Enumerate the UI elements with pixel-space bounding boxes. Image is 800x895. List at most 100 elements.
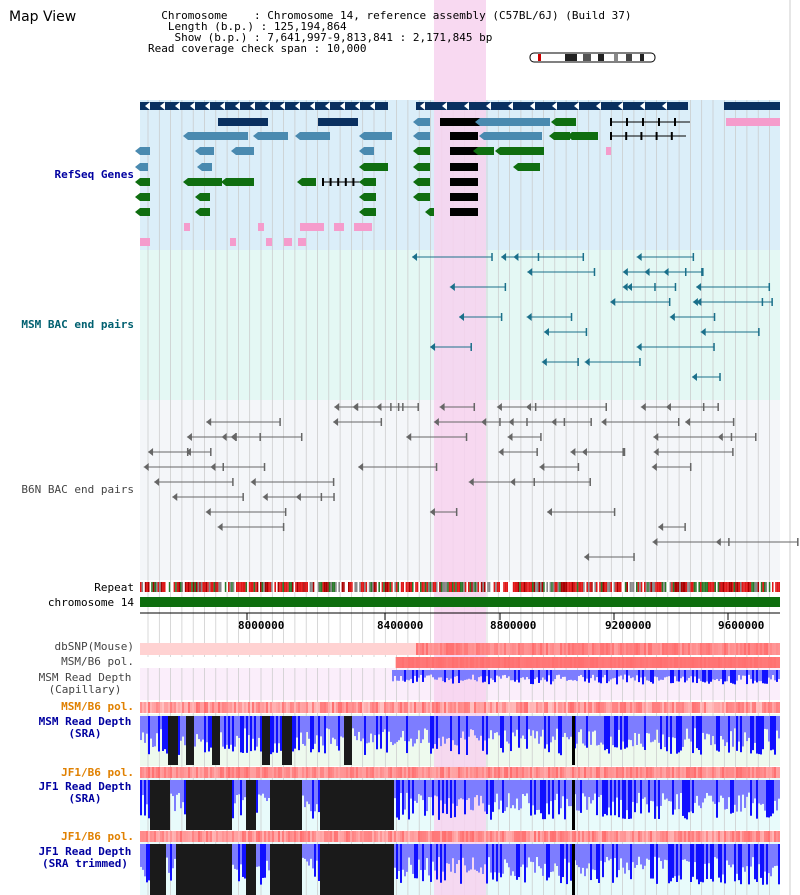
read-depth-bar [622, 716, 624, 742]
read-depth-bar [726, 716, 728, 743]
track-label-msm-pol-1[interactable]: MSM/B6 pol. [61, 655, 134, 668]
read-depth-bar [480, 844, 482, 868]
repeat-mark [391, 582, 393, 592]
read-depth-bar [232, 716, 234, 752]
repeat-mark [175, 582, 177, 592]
polymorphism-mark [326, 643, 328, 655]
read-depth-bar [502, 844, 504, 874]
repeat-mark [338, 582, 340, 592]
read-depth-bar [232, 780, 234, 819]
polymorphism-mark [424, 643, 426, 655]
polymorphism-mark [246, 702, 248, 713]
polymorphism-mark [572, 831, 574, 842]
polymorphism-mark [562, 767, 564, 778]
polymorphism-mark [482, 657, 484, 668]
read-depth-bar [498, 844, 500, 873]
polymorphism-mark [640, 767, 642, 778]
read-depth-bar [390, 844, 392, 895]
polymorphism-mark [506, 643, 508, 655]
read-depth-bar [452, 670, 454, 684]
read-depth-bar [428, 844, 430, 876]
polymorphism-mark [650, 657, 652, 668]
repeat-mark [341, 582, 344, 592]
polymorphism-mark [746, 767, 748, 778]
read-depth-bar [540, 844, 542, 869]
polymorphism-mark [596, 767, 598, 778]
repeat-mark [732, 582, 734, 592]
chromosome-ideogram [529, 52, 656, 63]
read-depth-bar [516, 780, 518, 799]
read-depth-bar [220, 844, 222, 895]
repeat-mark [506, 582, 508, 592]
read-depth-bar [384, 844, 386, 895]
repeat-mark [488, 582, 491, 592]
read-depth-bar [176, 780, 178, 795]
repeat-mark [594, 582, 596, 592]
read-depth-bar [154, 716, 156, 747]
repeat-mark [698, 582, 700, 592]
polymorphism-mark [654, 643, 656, 655]
read-depth-bar [350, 780, 352, 830]
repeat-mark [242, 582, 244, 592]
read-depth-bar [490, 670, 492, 679]
read-depth-bar [466, 780, 468, 800]
track-label-msm-depth-sra[interactable]: MSM Read Depth (SRA) [38, 715, 132, 740]
polymorphism-mark [512, 831, 514, 842]
polymorphism-mark [598, 643, 600, 655]
read-depth-bar [300, 716, 302, 733]
read-depth-bar [608, 780, 610, 808]
polymorphism-mark [660, 767, 662, 778]
read-depth-bar [372, 716, 374, 743]
polymorphism-mark [658, 767, 660, 778]
refseq-gene [334, 223, 344, 231]
bac-end [501, 253, 507, 261]
polymorphism-mark [310, 702, 312, 713]
repeat-mark [714, 582, 716, 592]
polymorphism-mark [460, 702, 462, 713]
read-depth-bar [206, 716, 208, 743]
read-depth-bar [142, 844, 144, 870]
read-depth-bar [550, 670, 552, 685]
polymorphism-mark [462, 657, 464, 668]
bac-end [250, 478, 256, 486]
repeat-mark [700, 582, 702, 592]
bac-end [622, 283, 628, 291]
polymorphism-mark [240, 643, 242, 655]
track-label-repeat[interactable]: Repeat [94, 581, 134, 594]
polymorphism-mark [352, 643, 354, 655]
strand-arrow [135, 193, 140, 201]
track-label-jf1-pol-1[interactable]: JF1/B6 pol. [61, 766, 134, 779]
repeat-mark [613, 582, 616, 592]
repeat-mark [186, 582, 188, 592]
track-label-chromosome[interactable]: chromosome 14 [47, 596, 134, 609]
track-label-jf1-pol-2[interactable]: JF1/B6 pol. [61, 830, 134, 843]
track-label-msm-depth-capillary[interactable]: MSM Read Depth (Capillary) [38, 671, 132, 696]
polymorphism-mark [370, 767, 372, 778]
read-depth-bar [760, 844, 762, 878]
read-depth-bar [670, 844, 672, 882]
repeat-mark [687, 582, 689, 592]
polymorphism-mark [448, 831, 450, 842]
read-depth-bar [250, 780, 252, 830]
track-label-msm-pol-2[interactable]: MSM/B6 pol. [61, 700, 134, 713]
track-label-jf1-depth-sra[interactable]: JF1 Read Depth (SRA) [38, 780, 132, 805]
track-label-jf1-depth-trimmed[interactable]: JF1 Read Depth (SRA trimmed) [38, 845, 132, 870]
read-depth-bar [468, 780, 470, 799]
polymorphism-mark [764, 657, 766, 668]
polymorphism-mark [142, 831, 144, 842]
repeat-mark [205, 582, 208, 592]
bac-end [678, 418, 680, 426]
polymorphism-mark [606, 702, 608, 713]
read-depth-bar [470, 844, 472, 870]
read-depth-bar [244, 844, 246, 879]
track-label-msm-bac[interactable]: MSM BAC end pairs [21, 318, 134, 331]
read-depth-bar [724, 780, 726, 810]
read-depth-bar [396, 716, 398, 742]
read-depth-bar [628, 844, 630, 871]
polymorphism-mark [244, 831, 246, 842]
track-label-refseq[interactable]: RefSeq Genes [54, 168, 134, 181]
track-label-b6n-bac[interactable]: B6N BAC end pairs [21, 483, 134, 496]
polymorphism-mark [708, 657, 710, 668]
refseq-gene [140, 193, 150, 201]
track-label-dbsnp[interactable]: dbSNP(Mouse) [54, 640, 134, 653]
